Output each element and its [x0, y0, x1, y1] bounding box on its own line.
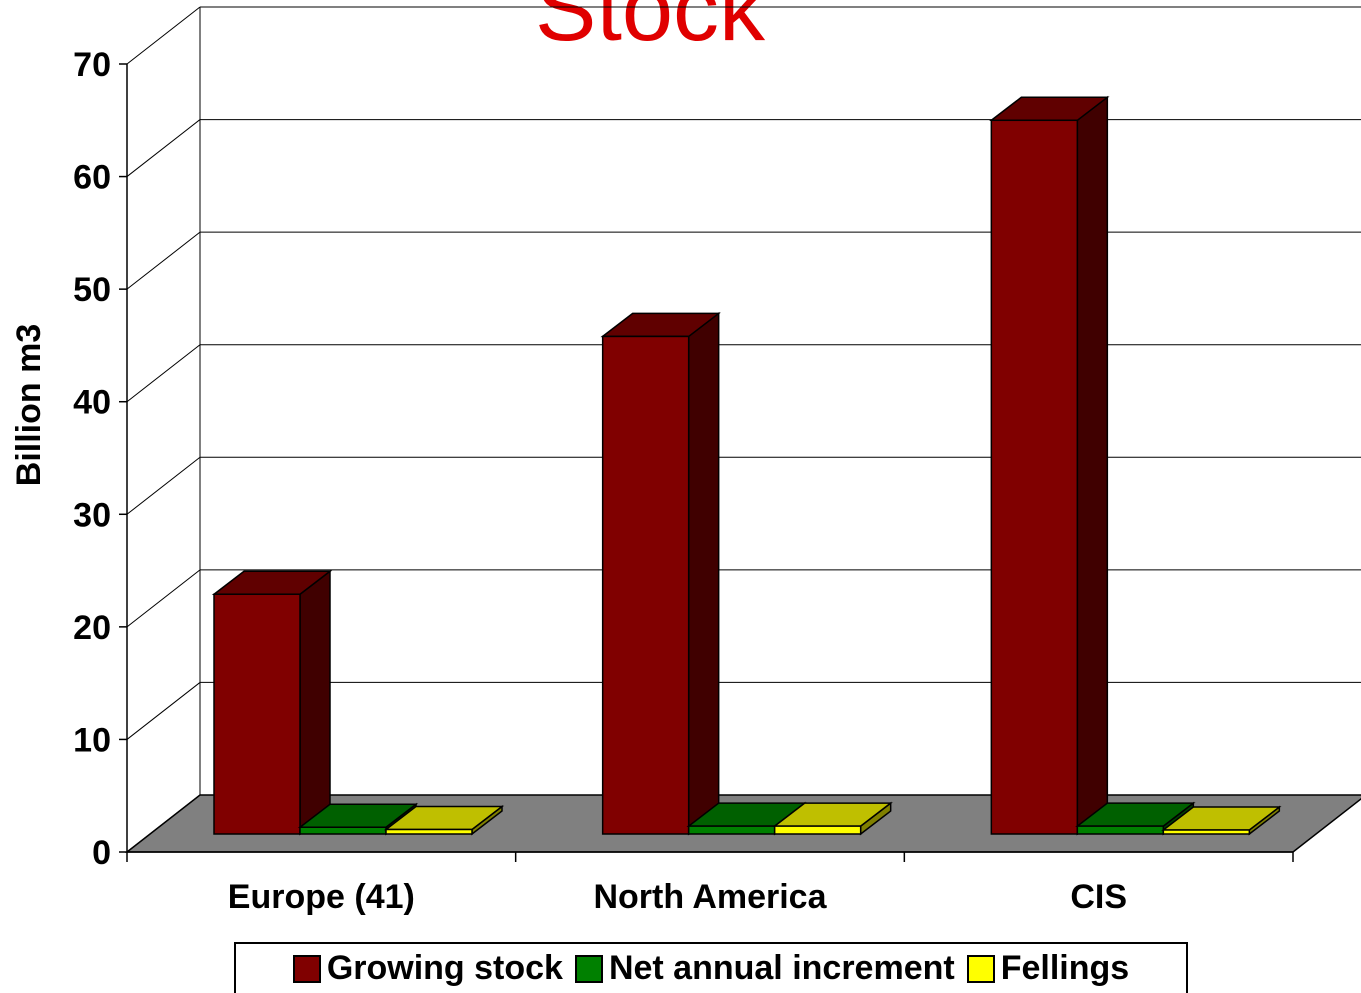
legend-label-fellings: Fellings	[1000, 949, 1130, 987]
y-tick-label: 60	[73, 159, 111, 197]
y-tick-label: 70	[73, 46, 111, 84]
legend-label-growing-stock: Growing stock	[326, 949, 563, 987]
y-tick-label: 40	[73, 384, 111, 422]
legend-swatch-growing-stock	[292, 954, 321, 983]
gridline-diagonal	[126, 456, 201, 515]
y-tick-label: 30	[73, 496, 111, 534]
legend: Growing stock Net annual increment Felli…	[234, 942, 1188, 993]
gridline-diagonal	[126, 6, 201, 65]
gridline-diagonal	[126, 231, 201, 290]
bar	[990, 119, 1079, 835]
x-tick-label: Europe (41)	[228, 878, 415, 916]
bar	[687, 825, 776, 835]
bar-side	[1076, 95, 1109, 836]
legend-label-net-annual-increment: Net annual increment	[608, 949, 955, 987]
axis-layer: 0 10 20 30 40 50 60 70 Europe (41) North America C…	[73, 46, 1294, 916]
legend-item-fellings: Fellings	[966, 949, 1130, 988]
legend-item-net-annual-increment: Net annual increment	[574, 949, 955, 988]
bar	[213, 593, 301, 835]
legend-item-growing-stock: Growing stock	[292, 949, 563, 988]
gridline-diagonal	[126, 682, 201, 740]
bar	[299, 826, 387, 835]
y-axis-label: Billion m3	[10, 324, 48, 486]
legend-swatch-fellings	[966, 954, 995, 983]
y-tick-label: 20	[73, 609, 111, 647]
y-tick-label: 10	[73, 721, 111, 759]
bars-layer	[211, 95, 1282, 836]
y-tick-label: 50	[73, 271, 111, 309]
x-tick-label: North America	[593, 878, 827, 916]
chart-title: Stock	[535, 0, 766, 60]
bar	[1076, 825, 1165, 835]
bar-side	[299, 569, 331, 836]
bar-side	[687, 311, 720, 836]
gridline-diagonal	[126, 344, 201, 403]
legend-swatch-net-annual-increment	[574, 954, 603, 983]
chart-title-layer: Stock	[535, 0, 766, 60]
gridline-diagonal	[126, 119, 201, 177]
gridline-diagonal	[126, 569, 201, 628]
bar	[385, 828, 473, 835]
x-tick-label: CIS	[1070, 878, 1127, 916]
y-tick-label: 0	[92, 834, 111, 872]
bar	[1162, 829, 1251, 835]
bar	[601, 335, 690, 835]
bar	[773, 825, 862, 835]
